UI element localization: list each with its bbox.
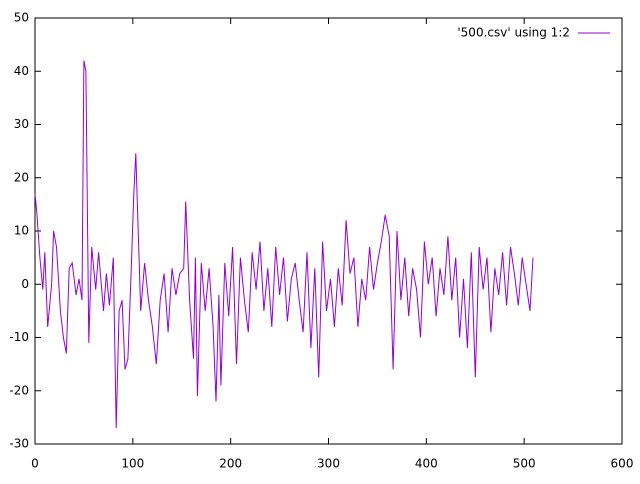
plot-border (34, 17, 623, 445)
legend-label: '500.csv' using 1:2 (457, 26, 570, 40)
y-tick-label: 50 (14, 11, 29, 25)
y-tick-label: -10 (9, 330, 29, 344)
y-tick-label: 10 (14, 224, 29, 238)
x-tick-label: 200 (219, 457, 242, 471)
x-tick-label: 600 (611, 457, 634, 471)
y-tick-label: 0 (21, 277, 29, 291)
y-tick-label: 20 (14, 170, 29, 184)
x-tick-label: 400 (415, 457, 438, 471)
x-tick-label: 100 (121, 457, 144, 471)
y-tick-label: 30 (14, 117, 29, 131)
y-tick-label: -20 (9, 383, 29, 397)
x-tick-label: 500 (513, 457, 536, 471)
y-tick-label: 40 (14, 64, 29, 78)
y-tick-label: -30 (9, 437, 29, 451)
x-tick-label: 0 (31, 457, 39, 471)
x-tick-label: 300 (317, 457, 340, 471)
data-line (34, 60, 534, 429)
